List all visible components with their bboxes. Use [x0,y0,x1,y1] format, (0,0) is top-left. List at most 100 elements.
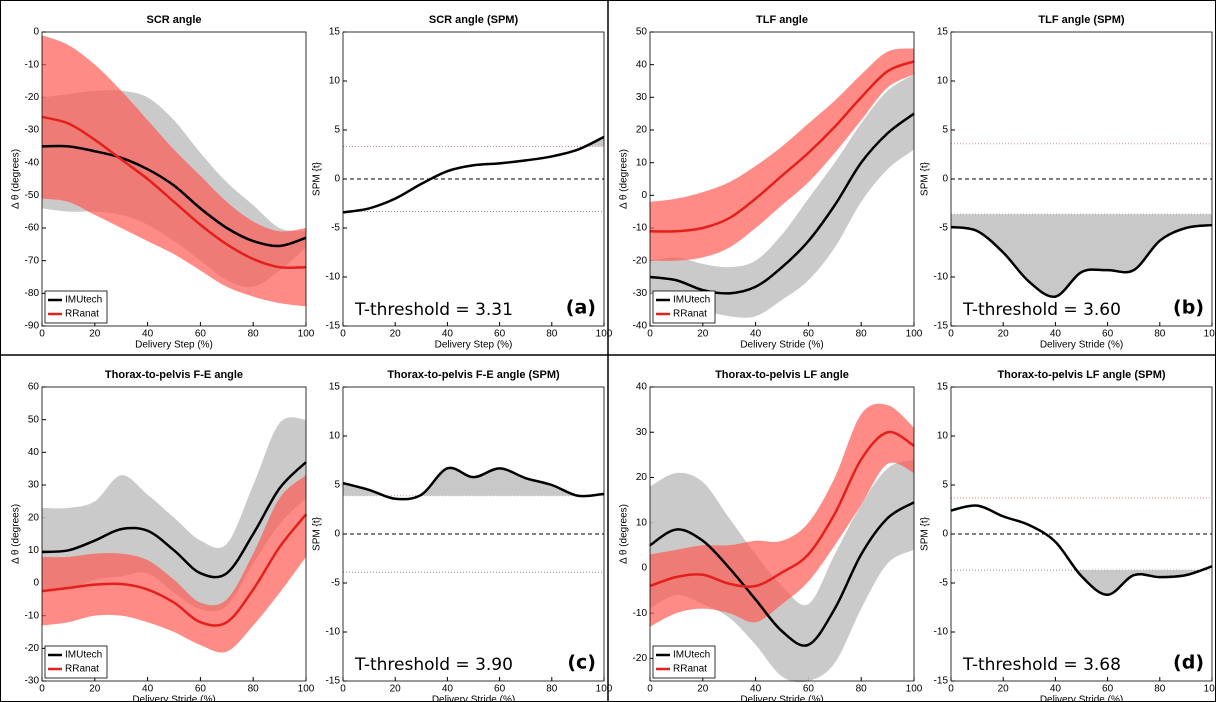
y-tick-label: -90 [25,321,40,332]
subplot: Thorax-to-pelvis F-E angle (SPM) Delivery… [312,369,613,702]
mean-line [649,501,915,647]
x-tick-label: 100 [1204,684,1216,695]
panel-label: (b) [1173,297,1204,319]
legend-box [652,645,716,679]
y-tick-label: -15 [934,321,949,332]
y-tick-label: 15 [937,382,949,393]
x-axis-label: Delivery Stride (%) [132,695,215,702]
panel-label: (a) [566,297,596,319]
y-tick-label: -15 [326,321,341,332]
y-tick-label: 0 [33,27,39,38]
legend-label: RRanat [673,309,707,320]
mean-line [649,112,915,295]
y-tick-label: 0 [641,563,647,574]
x-tick-label: 60 [494,684,506,695]
x-tick-label: 60 [803,684,815,695]
y-tick-label: 15 [329,27,341,38]
y-axis-label: SPM {t} [312,516,323,551]
panel-label: (c) [567,652,596,674]
legend-label: IMUtech [673,295,710,306]
legend-box [652,290,716,324]
confidence-band [650,459,914,683]
x-tick-label: 60 [195,684,207,695]
y-tick-label: 10 [937,431,949,442]
x-tick-label: 100 [906,684,923,695]
y-tick-label: -10 [326,272,341,283]
y-tick-label: -20 [633,255,648,266]
legend-label: IMUtech [65,650,102,661]
y-tick-label: -20 [633,653,648,664]
x-tick-label: 100 [906,329,923,340]
confidence-band [650,48,914,261]
plot-area [951,387,1212,681]
plot-area [343,32,604,326]
y-tick-label: -80 [25,288,40,299]
y-tick-label: 10 [636,157,648,168]
x-tick-label: 40 [1050,684,1062,695]
legend-box [44,645,108,679]
y-tick-label: 40 [28,447,40,458]
x-tick-label: 100 [298,329,315,340]
x-tick-label: 80 [856,684,868,695]
y-tick-label: -60 [25,223,40,234]
y-tick-label: -10 [934,627,949,638]
x-tick-label: 100 [596,329,613,340]
x-tick-label: 60 [1102,684,1114,695]
axes-frame [41,31,307,327]
y-tick-label: 0 [334,529,340,540]
legend-label: IMUtech [673,650,710,661]
x-tick-label: 40 [442,684,454,695]
y-tick-label: 0 [942,529,948,540]
x-tick-label: 0 [647,684,653,695]
threshold-annotation: T-threshold = 3.31 [354,300,513,320]
x-axis-label: Delivery Stride (%) [1040,340,1123,351]
x-axis-label: Delivery Stride (%) [432,695,515,702]
y-tick-label: -10 [25,59,40,70]
spm-line [950,504,1213,597]
x-tick-label: 40 [750,684,762,695]
y-tick-label: 10 [329,76,341,87]
chart-title: Thorax-to-pelvis LF angle [715,369,849,381]
mean-line [649,430,915,588]
y-tick-label: 0 [942,174,948,185]
axes-frame [950,386,1213,682]
x-tick-label: 0 [39,329,45,340]
legend-label: RRanat [65,309,99,320]
chart-title: TLF angle [756,14,808,26]
y-tick-label: -20 [25,92,40,103]
x-tick-label: 20 [390,684,402,695]
confidence-band [650,403,914,627]
y-tick-label: 60 [28,382,40,393]
y-tick-label: 0 [641,190,647,201]
x-tick-label: 80 [248,684,260,695]
x-tick-label: 100 [1204,329,1216,340]
spm-line [950,223,1213,298]
y-tick-label: -10 [633,608,648,619]
axes-frame [41,386,307,682]
x-tick-label: 80 [1154,329,1166,340]
y-tick-label: 0 [33,578,39,589]
x-tick-label: 20 [89,684,101,695]
plot-area [951,32,1212,326]
y-tick-label: 10 [937,76,949,87]
y-tick-label: 5 [942,125,948,136]
legend-label: RRanat [673,664,707,675]
x-tick-label: 60 [803,329,815,340]
y-tick-label: 10 [636,517,648,528]
x-tick-label: 40 [750,329,762,340]
y-tick-label: -70 [25,255,40,266]
axes-frame [649,386,915,682]
axes-frame [950,31,1213,327]
x-tick-label: 20 [697,684,709,695]
x-axis-label: Delivery Stride (%) [740,695,823,702]
x-axis-label: Delivery Step (%) [435,340,513,351]
y-tick-label: 20 [636,125,648,136]
x-tick-label: 100 [596,684,613,695]
x-tick-label: 20 [390,329,402,340]
y-tick-label: -15 [934,676,949,687]
x-tick-label: 20 [89,329,101,340]
spm-line [342,466,605,501]
x-tick-label: 80 [248,329,260,340]
spm-line [342,135,605,214]
chart-title: SCR angle (SPM) [429,14,519,26]
